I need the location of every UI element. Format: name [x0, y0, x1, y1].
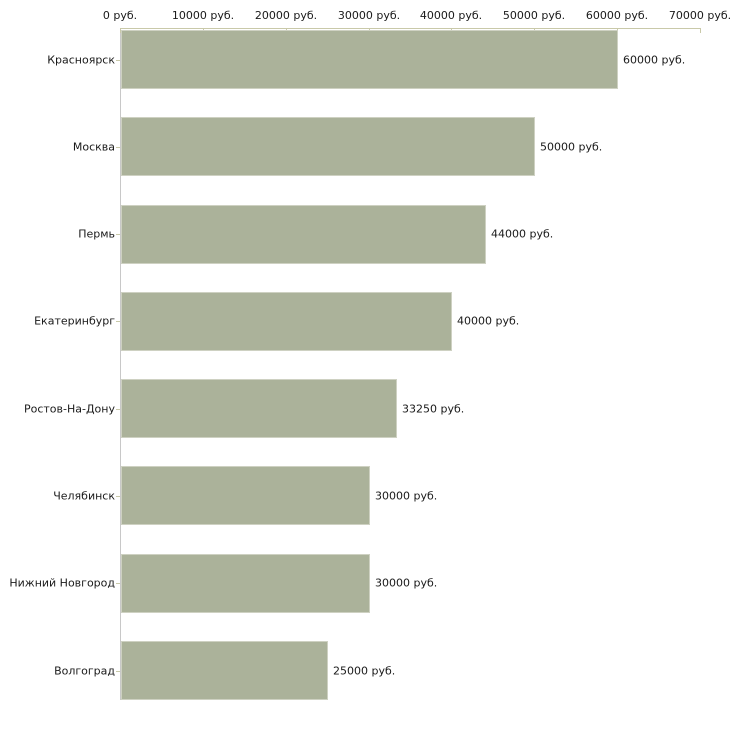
category-label: Пермь: [78, 227, 115, 241]
category-label: Москва: [72, 140, 115, 154]
x-axis-tick-label: 60000 руб.: [585, 9, 649, 22]
category-label: Красноярск: [47, 53, 115, 66]
x-axis-tick-label: 20000 руб.: [254, 9, 318, 22]
x-axis-tick-label: 10000 руб.: [171, 9, 235, 22]
bar: [121, 205, 486, 264]
value-label: 30000 руб.: [375, 489, 438, 503]
x-axis-tick-label: 50000 руб.: [502, 9, 566, 22]
x-axis-line: [120, 28, 701, 29]
x-axis-tick-label: 0 руб.: [102, 9, 138, 22]
x-axis-tick-mark: [120, 28, 121, 33]
value-label: 50000 руб.: [540, 140, 603, 154]
y-axis-tick-mark: [116, 496, 120, 497]
x-axis-tick-label: 30000 руб.: [337, 9, 401, 22]
bar: [121, 117, 535, 176]
y-axis-tick-mark: [116, 671, 120, 672]
bar: [121, 554, 370, 613]
x-axis-tick-mark: [700, 28, 701, 33]
y-axis-tick-mark: [116, 234, 120, 235]
category-label: Ростов-На-Дону: [23, 402, 115, 416]
y-axis-tick-mark: [116, 583, 120, 584]
bar: [121, 292, 452, 351]
value-label: 40000 руб.: [457, 314, 520, 328]
value-label: 30000 руб.: [375, 576, 438, 590]
bar: [121, 466, 370, 525]
y-axis-tick-mark: [116, 60, 120, 61]
bar: [121, 641, 328, 700]
value-label: 44000 руб.: [491, 227, 554, 241]
category-label: Волгоград: [54, 664, 115, 677]
value-label: 60000 руб.: [623, 53, 686, 66]
y-axis-tick-mark: [116, 321, 120, 322]
category-label: Челябинск: [53, 489, 115, 503]
value-label: 25000 руб.: [333, 664, 396, 677]
bar: [121, 30, 618, 89]
category-label: Екатеринбург: [34, 314, 115, 328]
y-axis-tick-mark: [116, 147, 120, 148]
y-axis-line: [120, 28, 121, 700]
y-axis-tick-mark: [116, 409, 120, 410]
value-label: 33250 руб.: [402, 402, 465, 416]
category-label: Нижний Новгород: [9, 576, 115, 590]
x-axis-tick-label: 70000 руб.: [668, 9, 730, 22]
x-axis-tick-label: 40000 руб.: [419, 9, 483, 22]
bar: [121, 379, 397, 438]
